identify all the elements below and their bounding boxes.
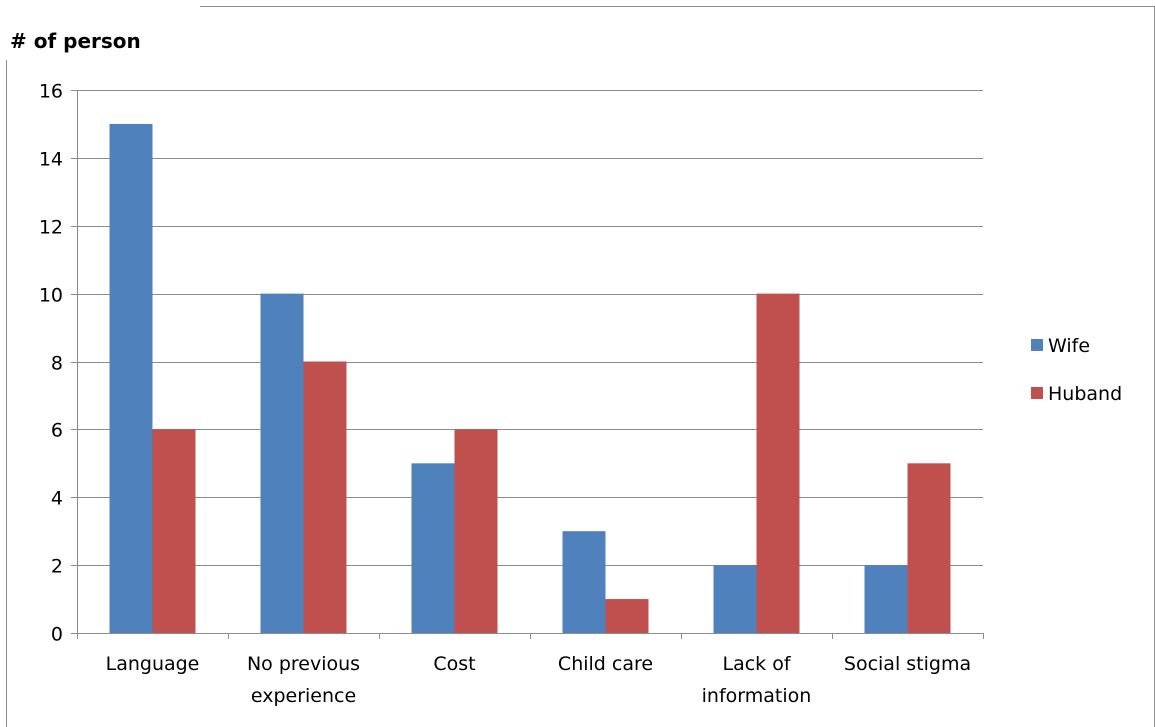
bar-huband-5 [756,293,800,633]
y-tick-label: 4 [51,488,63,510]
x-category-label: experience [251,685,356,707]
y-tick-label: 8 [51,353,63,375]
legend-swatch-wife [1031,339,1043,351]
bar-wife-4 [562,531,606,633]
y-tick-label: 2 [51,556,63,578]
y-tick-label: 10 [39,285,63,307]
bars [109,123,951,633]
x-category-label: Child care [558,653,653,675]
x-category-label: Cost [433,653,475,675]
x-category-label: Language [106,653,200,675]
legend-label-wife: Wife [1048,335,1090,357]
bar-huband-4 [605,599,649,633]
bar-wife-5 [713,565,757,633]
bar-wife-1 [109,123,153,633]
bar-huband-2 [303,361,347,633]
y-tick-labels: 0 2 4 6 8 10 12 14 16 [39,81,63,646]
y-axis-title: # of person [10,29,141,53]
y-tick-label: 14 [39,149,63,171]
legend: Wife Huband [1031,335,1122,405]
x-category-label: Social stigma [844,653,971,675]
x-category-label: information [702,685,812,707]
legend-swatch-huband [1031,387,1043,399]
legend-label-huband: Huband [1048,383,1122,405]
axes [77,90,984,639]
y-tick-label: 16 [39,81,63,103]
bar-wife-6 [864,565,908,633]
gridlines [71,90,983,634]
y-tick-label: 12 [39,217,63,239]
y-tick-label: 6 [51,420,63,442]
bar-wife-3 [411,463,455,633]
x-category-label: Lack of [722,653,791,675]
bar-huband-6 [907,463,951,633]
bar-huband-1 [152,429,196,633]
y-tick-label: 0 [51,624,63,646]
x-category-label: No previous [247,653,360,675]
bar-wife-2 [260,293,304,633]
bar-huband-3 [454,429,498,633]
x-category-labels: Language No previous experience Cost Child c… [106,653,972,707]
